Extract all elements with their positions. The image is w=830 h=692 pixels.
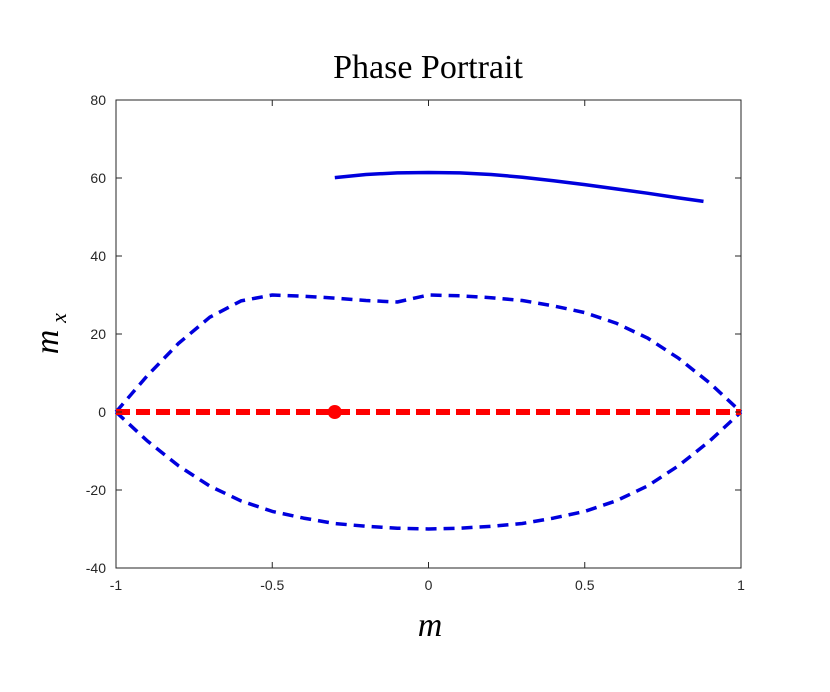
x-axis: -1 -0.5 0 0.5 1 bbox=[110, 100, 745, 593]
x-tick-label: -0.5 bbox=[260, 577, 284, 593]
y-axis-label-base: m bbox=[29, 330, 66, 355]
y-tick-label: 80 bbox=[90, 92, 106, 108]
y-axis-label: m x bbox=[29, 313, 71, 354]
chart-title: Phase Portrait bbox=[333, 49, 523, 86]
y-tick-label: -40 bbox=[86, 560, 106, 576]
y-axis-label-subscript: x bbox=[46, 313, 71, 324]
x-tick-label: 1 bbox=[737, 577, 745, 593]
y-tick-label: 60 bbox=[90, 170, 106, 186]
y-tick-label: -20 bbox=[86, 482, 106, 498]
series-line-2 bbox=[114, 293, 743, 414]
x-tick-label: 0 bbox=[425, 577, 433, 593]
plot-area bbox=[115, 99, 742, 569]
series-line-1 bbox=[334, 170, 704, 204]
x-axis-label: m bbox=[418, 607, 443, 644]
y-tick-label: 40 bbox=[90, 248, 106, 264]
x-tick-label: -1 bbox=[110, 577, 123, 593]
x-tick-label: 0.5 bbox=[575, 577, 595, 593]
series-line-3 bbox=[114, 410, 743, 531]
y-tick-label: 0 bbox=[98, 404, 106, 420]
y-tick-label: 20 bbox=[90, 326, 106, 342]
marker-layer bbox=[327, 405, 342, 419]
axes-box bbox=[115, 99, 742, 569]
series-layer bbox=[114, 170, 743, 531]
point-marker bbox=[327, 405, 342, 419]
y-axis: -40 -20 0 20 40 60 80 bbox=[86, 92, 741, 576]
